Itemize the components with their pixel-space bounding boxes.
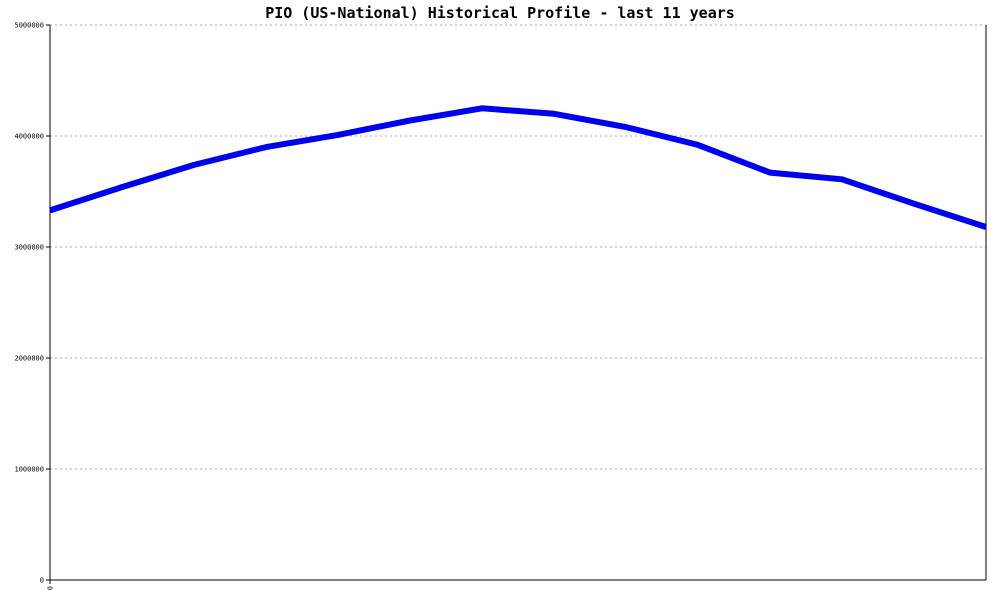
x-tick-label: 0	[47, 586, 55, 590]
y-tick-label: 0	[40, 577, 44, 585]
series-line	[49, 105, 987, 230]
y-tick-label: 5000000	[14, 22, 44, 30]
axes	[46, 24, 987, 584]
y-tick-label: 2000000	[14, 355, 44, 363]
y-tick-label: 1000000	[14, 466, 44, 474]
y-tick-label: 4000000	[14, 133, 44, 141]
y-tick-label: 3000000	[14, 244, 44, 252]
series-lines	[49, 105, 987, 230]
tick-labels: 0 1000000 2000000 3000000 4000000 5000000 0	[14, 22, 54, 591]
grid-lines	[50, 24, 986, 470]
chart-title: PIO (US-National) Historical Profile - l…	[265, 4, 735, 22]
